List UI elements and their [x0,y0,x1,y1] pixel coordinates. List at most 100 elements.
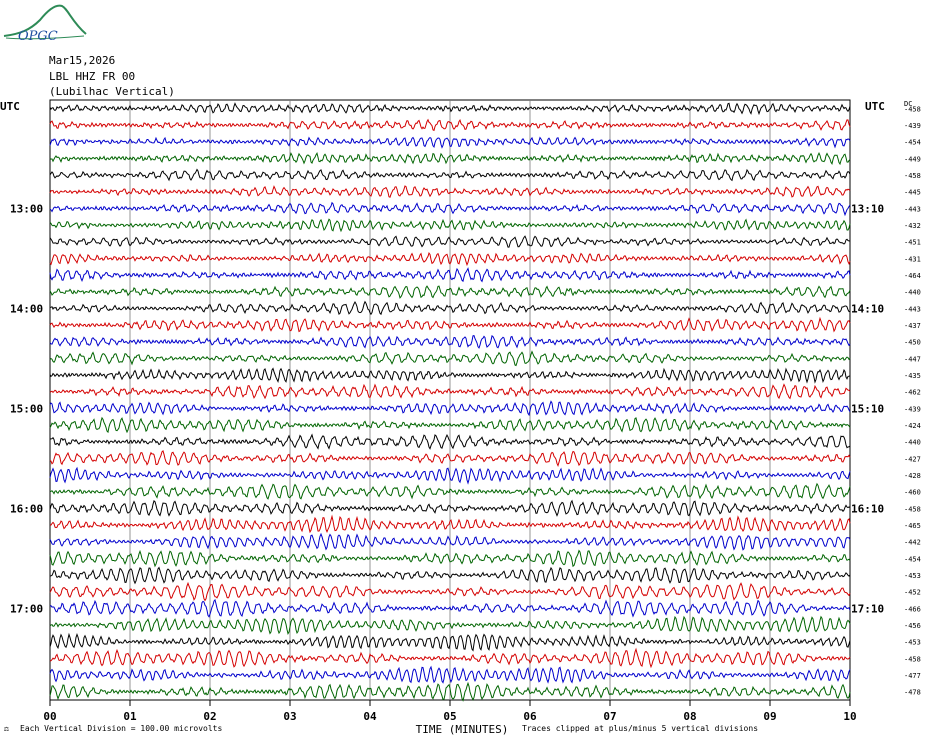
x-tick-label: 05 [443,710,456,723]
seismic-trace [49,235,851,248]
dc-offset-label: -440 [904,439,921,447]
dc-offset-label: -458 [904,172,921,180]
dc-offset-label: -450 [904,339,921,347]
dc-offset-label: -443 [904,305,921,313]
dc-offset-label: -442 [904,539,921,547]
opgc-logo: OPGC [3,4,87,44]
seismic-trace [49,201,851,217]
dc-offset-label: -440 [904,289,921,297]
dc-offset-label: -465 [904,522,921,530]
dc-offset-label: -424 [904,422,921,430]
dc-offset-label: -458 [904,505,921,513]
seismic-trace [49,367,851,384]
seismic-trace [49,449,851,468]
station-code: LBL HHZ FR 00 [49,70,136,83]
seismic-trace [49,400,851,417]
seismic-trace [49,549,851,568]
dc-offset-label: -431 [904,255,921,263]
seismic-trace [49,499,851,517]
x-tick-label: 06 [523,710,537,723]
x-tick-label: 00 [43,710,56,723]
left-hour-label: 16:00 [10,502,43,515]
left-hour-label: 15:00 [10,402,43,415]
right-hour-label: 16:10 [851,502,884,515]
dc-offset-label: -451 [904,239,921,247]
dc-offset-label: -452 [904,589,921,597]
seismic-trace [49,350,851,367]
right-hour-label: 13:10 [851,202,884,215]
dc-offset-label: -462 [904,389,921,397]
dc-offset-label: -432 [904,222,921,230]
seismic-trace [49,581,851,602]
dc-offset-label: -453 [904,572,921,580]
left-hour-label: 14:00 [10,302,43,315]
dc-header: DC [904,100,912,108]
dc-offset-label: -447 [904,355,921,363]
left-hour-label: 17:00 [10,602,43,615]
seismic-trace [49,136,851,149]
dc-offset-label: -445 [904,189,921,197]
x-tick-label: 02 [203,710,216,723]
clip-note: Traces clipped at plus/minus 5 vertical … [522,724,759,733]
x-tick-label: 08 [683,710,696,723]
seismic-trace [49,598,851,618]
seismic-trace [49,185,851,198]
seismic-trace [49,514,851,534]
dc-offset-label: -437 [904,322,921,330]
dc-offset-label: -458 [904,655,921,663]
dc-offset-label: -460 [904,489,921,497]
vertical-division-note: Each Vertical Division = 100.00 microvol… [20,724,223,733]
dc-offset-label: -477 [904,672,921,680]
dc-offset-label: -456 [904,622,921,630]
right-axis-label: UTC [865,100,885,113]
seismic-trace [49,152,851,166]
seismic-trace [49,466,851,485]
seismic-trace [49,383,851,400]
svg-text:OPGC: OPGC [18,29,58,44]
dc-offset-label: -435 [904,372,921,380]
seismic-trace [49,335,851,349]
dc-offset-label: -464 [904,272,921,280]
seismic-trace [49,647,851,669]
seismic-trace [49,433,851,450]
dc-offset-label: -439 [904,122,921,130]
seismic-trace [49,416,851,434]
right-hour-label: 14:10 [851,302,884,315]
dc-offset-label: -443 [904,205,921,213]
seismic-trace [49,566,851,585]
seismic-trace [49,267,851,283]
x-axis-title: TIME (MINUTES) [416,723,509,736]
seismic-trace [49,300,851,316]
right-hour-label: 15:10 [851,402,884,415]
seismic-trace [49,482,851,500]
x-tick-label: 09 [763,710,776,723]
station-name: (Lubilhac Vertical) [49,85,175,98]
x-tick-label: 03 [283,710,296,723]
seismic-trace [49,252,851,267]
seismic-trace [49,681,851,702]
x-tick-label: 01 [123,710,137,723]
dc-offset-label: -454 [904,555,921,563]
dc-offset-label: -478 [904,689,921,697]
x-tick-label: 10 [843,710,856,723]
seismic-trace [49,285,851,299]
dc-offset-label: -427 [904,455,921,463]
seismic-trace [49,632,851,652]
x-tick-label: 04 [363,710,377,723]
dc-offset-label: -439 [904,405,921,413]
seismic-trace [49,615,851,636]
dc-offset-label: -454 [904,139,921,147]
dc-offset-label: -428 [904,472,921,480]
left-hour-label: 13:00 [10,202,43,215]
plot-date: Mar15,2026 [49,54,116,67]
right-hour-label: 17:10 [851,602,884,615]
seismic-trace [49,218,851,233]
dc-offset-label: -453 [904,639,921,647]
dc-offset-label: -458 [904,105,921,113]
dc-offset-label: -466 [904,605,921,613]
left-axis-label: UTC [0,100,20,113]
seismic-trace [49,316,851,333]
dc-offset-label: -449 [904,155,921,163]
x-tick-label: 07 [603,710,616,723]
